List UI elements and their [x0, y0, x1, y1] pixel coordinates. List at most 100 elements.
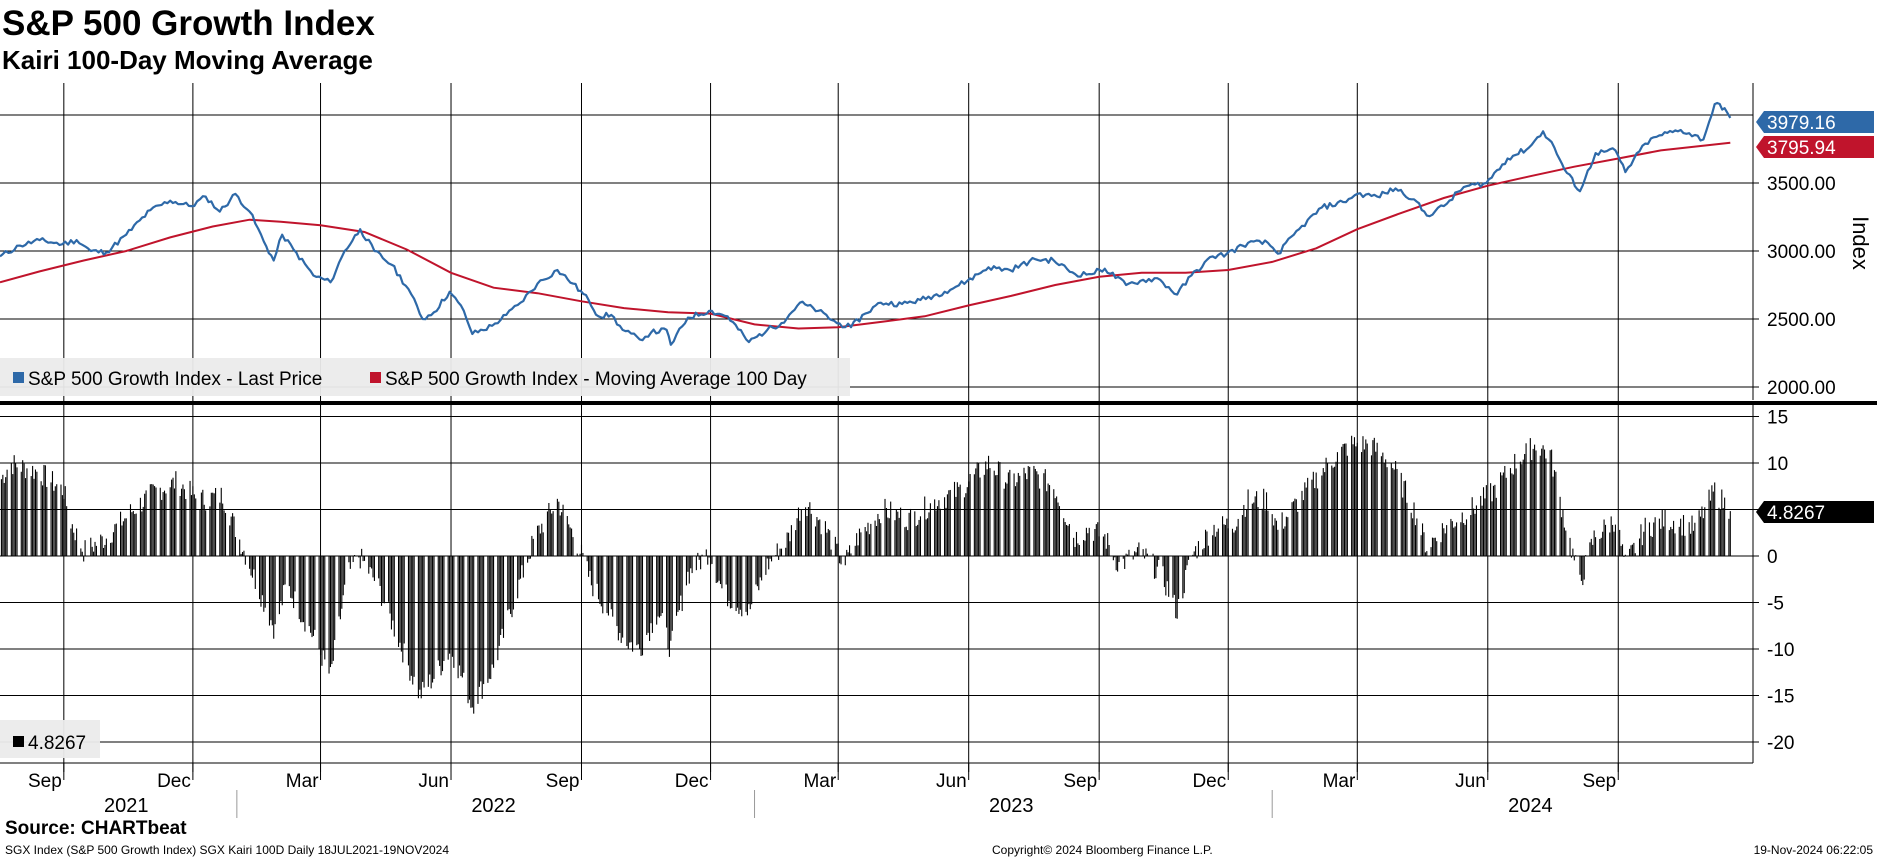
kairi-bar: [805, 507, 807, 556]
kairi-bar: [470, 556, 472, 708]
kairi-bar: [1173, 556, 1175, 595]
kairi-bar: [1193, 551, 1195, 556]
kairi-bar: [710, 556, 712, 565]
kairi-bar: [53, 490, 55, 556]
kairi-bar: [569, 527, 571, 556]
x-month-label: Sep: [28, 771, 62, 792]
kairi-bar: [163, 490, 166, 556]
kairi-bar: [546, 511, 549, 556]
kairi-bar: [358, 556, 360, 558]
kairi-bar: [1541, 448, 1543, 556]
kairi-bar: [1621, 544, 1624, 556]
kairi-bar: [619, 556, 621, 633]
kairi-bar: [517, 556, 519, 599]
kairi-bar: [1638, 538, 1641, 556]
kairi-bar: [185, 498, 187, 556]
x-year-label: 2023: [989, 795, 1034, 817]
x-year-label: 2021: [104, 795, 149, 817]
kairi-bar: [973, 474, 975, 556]
kairi-bar: [487, 556, 489, 683]
kairi-bar: [1680, 518, 1682, 556]
kairi-bar: [419, 556, 421, 690]
kairi-bar: [551, 513, 553, 556]
kairi-bar: [1153, 556, 1156, 579]
kairi-bar: [1134, 551, 1136, 556]
kairi-bar: [864, 527, 866, 556]
kairi-bar: [481, 556, 483, 699]
kairi-bar: [1058, 506, 1061, 556]
kairi-bar: [1345, 443, 1347, 556]
kairi-bar: [349, 556, 351, 569]
kairi-bar: [775, 555, 777, 556]
kairi-bar: [372, 556, 374, 578]
kairi-bar: [969, 474, 971, 556]
kairi-bar: [427, 556, 429, 687]
x-month-label: Mar: [1323, 771, 1356, 792]
kairi-bar: [806, 516, 808, 556]
upper-y-tick-label: 3000.00: [1767, 242, 1836, 263]
kairi-bar: [1168, 556, 1170, 597]
kairi-bar: [1216, 531, 1218, 556]
kairi-bar: [460, 556, 462, 677]
kairi-bar: [909, 508, 912, 556]
kairi-bar: [110, 542, 112, 556]
kairi-bar: [1132, 556, 1134, 560]
kairi-bar: [522, 556, 524, 578]
kairi-bar: [1023, 467, 1025, 556]
kairi-bar: [1463, 523, 1465, 556]
panel-separator: [0, 401, 1877, 405]
kairi-bar: [1414, 525, 1416, 556]
kairi-bar: [1294, 498, 1296, 556]
kairi-bar: [765, 556, 767, 575]
kairi-bar: [586, 556, 588, 562]
kairi-bar: [362, 556, 364, 562]
kairi-bar: [253, 556, 255, 570]
kairi-bar: [959, 484, 961, 556]
kairi-bar: [1495, 497, 1497, 556]
kairi-bar: [995, 475, 997, 556]
kairi-bar: [1393, 469, 1395, 556]
kairi-bar: [1619, 529, 1621, 556]
kairi-bar: [293, 556, 295, 609]
kairi-bar: [390, 556, 392, 630]
kairi-bar: [1474, 513, 1476, 556]
kairi-bar: [1682, 515, 1685, 556]
kairi-bar: [270, 556, 272, 621]
kairi-bar: [1531, 460, 1533, 556]
kairi-bar: [264, 556, 266, 608]
kairi-bar: [1565, 530, 1567, 556]
kairi-bar: [915, 526, 917, 556]
kairi-bar: [200, 492, 202, 556]
kairi-bar: [1579, 556, 1581, 575]
kairi-bar: [1370, 455, 1373, 556]
kairi-bar: [413, 556, 415, 677]
kairi-bar: [1321, 475, 1323, 556]
kairi-bar: [63, 498, 65, 556]
kairi-bar: [1247, 489, 1249, 556]
kairi-bar: [966, 487, 968, 556]
kairi-bar: [1077, 543, 1079, 556]
kairi-bar: [1396, 468, 1398, 556]
kairi-bar: [1456, 522, 1458, 556]
kairi-bar: [678, 556, 680, 611]
kairi-bar: [172, 477, 174, 556]
kairi-bar: [1430, 547, 1432, 556]
kairi-bar: [1334, 466, 1336, 556]
kairi-bar: [1014, 486, 1017, 556]
kairi-bar: [736, 556, 739, 608]
kairi-bar: [1267, 510, 1269, 556]
kairi-bar: [606, 556, 608, 614]
lower-y-tick-label: -5: [1767, 594, 1784, 615]
kairi-bar: [1274, 518, 1276, 556]
kairi-bar: [1118, 556, 1120, 562]
kairi-bar: [1197, 541, 1200, 556]
kairi-bar: [1295, 499, 1297, 556]
kairi-bar: [94, 541, 96, 556]
kairi-bar: [1063, 518, 1065, 556]
kairi-bar: [979, 477, 981, 556]
kairi-bar: [1600, 537, 1602, 556]
kairi-bar: [1582, 556, 1584, 586]
kairi-bar: [894, 520, 896, 556]
kairi-bar: [878, 519, 880, 556]
kairi-bar: [868, 534, 870, 556]
